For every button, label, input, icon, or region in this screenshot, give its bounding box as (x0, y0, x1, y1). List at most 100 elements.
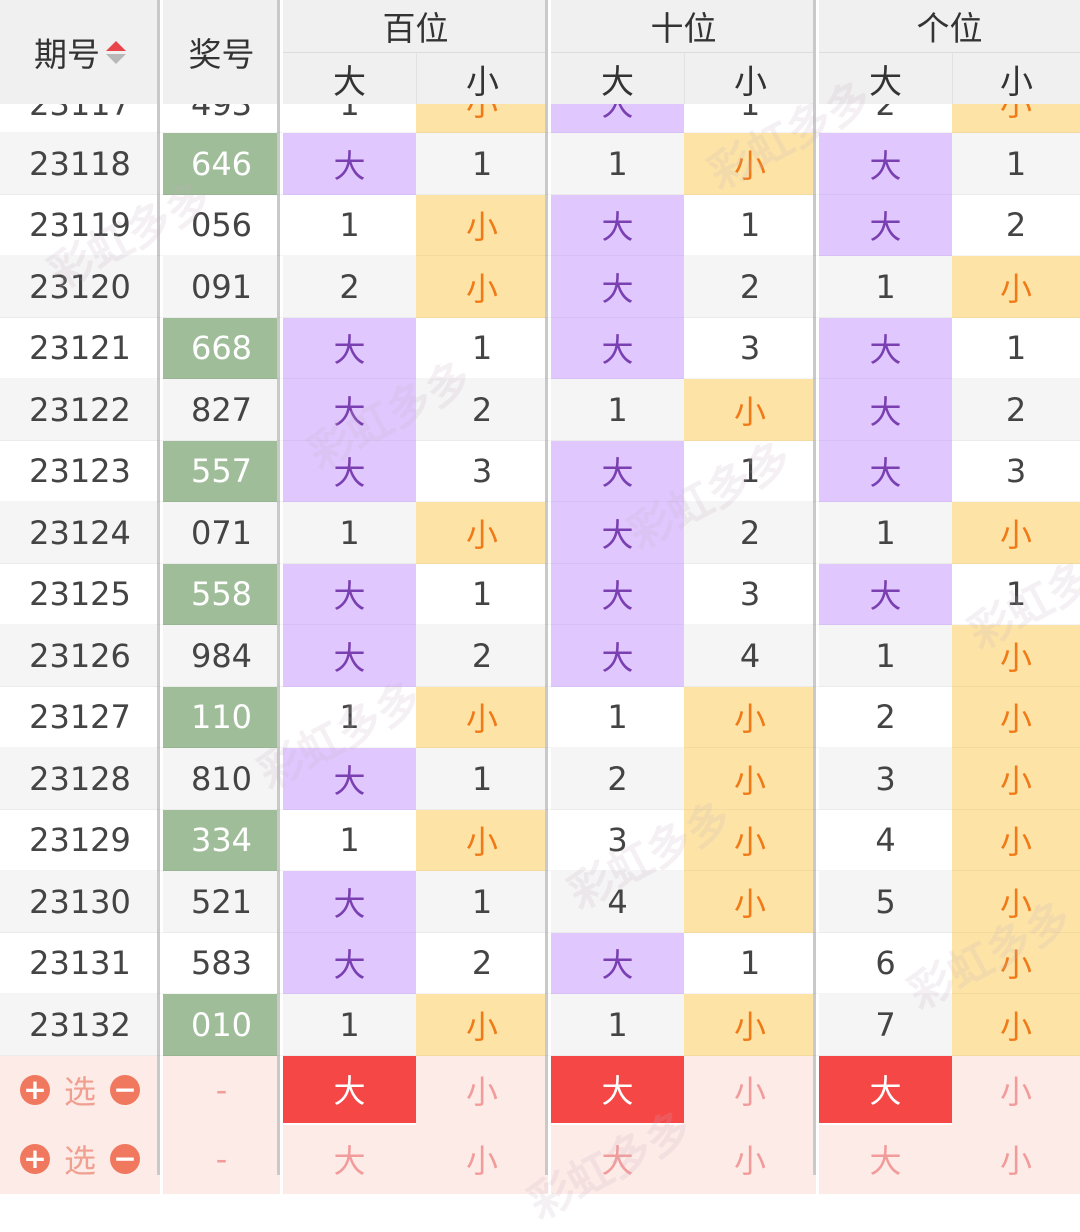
select-option[interactable]: 小 (416, 1124, 548, 1194)
select-label: 选 (63, 1073, 96, 1111)
trend-cell: 小 (952, 502, 1080, 564)
trend-cell: 小 (416, 686, 548, 748)
trend-cell: 4 (684, 625, 816, 687)
select-number: - (163, 1055, 280, 1125)
number-cell: 557 (163, 440, 280, 502)
trend-cell: 小 (684, 133, 816, 195)
trend-cell: 1 (416, 317, 548, 379)
trend-cell: 大 (551, 563, 684, 625)
trend-cell: 小 (416, 502, 548, 564)
trend-cell: 小 (416, 194, 548, 256)
subheader-small: 小 (684, 52, 816, 104)
trend-cell: 1 (339, 85, 360, 123)
trend-cell: 大 (551, 317, 684, 379)
row-divider (0, 439, 1080, 441)
trend-cell: 2 (875, 85, 896, 123)
number-cell: 827 (163, 379, 280, 441)
trend-cell: 大 (283, 379, 416, 441)
trend-cell: 2 (416, 379, 548, 441)
select-option[interactable]: 小 (416, 1055, 548, 1125)
column-group-header: 百位 (283, 0, 548, 52)
row-divider (0, 1054, 1080, 1056)
period-cell: 23123 (0, 440, 160, 502)
period-cell: 23128 (0, 748, 160, 810)
row-divider (0, 624, 1080, 625)
select-option[interactable]: 大 (283, 1124, 416, 1194)
row-divider (0, 316, 1080, 318)
sort-icon[interactable] (106, 40, 126, 64)
row-divider (0, 870, 1080, 871)
select-option[interactable]: 大 (551, 1124, 684, 1194)
column-divider (157, 0, 160, 1175)
trend-cell: 小 (684, 994, 816, 1056)
number-cell: 984 (163, 625, 280, 687)
trend-cell: 小 (952, 256, 1080, 318)
period-cell: 23127 (0, 686, 160, 748)
trend-cell: 大 (551, 440, 684, 502)
column-group-header: 十位 (551, 0, 816, 52)
select-option[interactable]: 小 (952, 1055, 1080, 1125)
add-button[interactable]: + (19, 1075, 50, 1105)
add-button[interactable]: + (19, 1144, 50, 1174)
trend-cell: 2 (819, 686, 952, 748)
number-cell: 010 (163, 994, 280, 1056)
trend-cell: 2 (283, 256, 416, 318)
trend-cell: 大 (283, 871, 416, 933)
select-option[interactable]: 小 (684, 1055, 816, 1125)
trend-cell: 1 (952, 563, 1080, 625)
trend-cell: 2 (416, 625, 548, 687)
number-cell: 668 (163, 317, 280, 379)
trend-cell: 小 (684, 748, 816, 810)
number-cell: 810 (163, 748, 280, 810)
trend-cell: 4 (551, 871, 684, 933)
trend-cell: 6 (819, 932, 952, 994)
select-option[interactable]: 大 (283, 1055, 416, 1123)
row-divider (0, 747, 1080, 748)
column-divider (813, 0, 816, 1175)
trend-cell: 小 (416, 88, 548, 133)
subheader-big: 大 (819, 52, 952, 104)
row-divider (0, 378, 1080, 379)
trend-cell: 大 (283, 563, 416, 625)
trend-cell: 小 (952, 809, 1080, 871)
trend-cell: 大 (551, 932, 684, 994)
remove-button[interactable]: − (110, 1075, 140, 1105)
select-option[interactable]: 小 (952, 1124, 1080, 1194)
trend-cell: 5 (819, 871, 952, 933)
trend-cell: 1 (416, 871, 548, 933)
select-option[interactable]: 小 (684, 1124, 816, 1194)
trend-cell: 2 (416, 932, 548, 994)
trend-cell: 2 (684, 256, 816, 318)
period-cell: 23126 (0, 625, 160, 687)
select-label: 选 (63, 1142, 96, 1180)
column-header-period[interactable]: 期号 (0, 0, 160, 104)
trend-cell: 1 (739, 85, 761, 123)
trend-cell: 2 (952, 379, 1080, 441)
select-option[interactable]: 大 (551, 1055, 684, 1123)
trend-cell: 1 (416, 748, 548, 810)
trend-cell: 大 (551, 625, 684, 687)
subheader-small: 小 (952, 52, 1080, 104)
trend-cell: 小 (952, 88, 1080, 133)
trend-cell: 小 (416, 994, 548, 1056)
trend-cell: 大 (283, 932, 416, 994)
trend-cell: 小 (416, 809, 548, 871)
trend-cell: 小 (416, 256, 548, 318)
subheader-big: 大 (551, 52, 684, 104)
trend-cell: 大 (819, 194, 952, 256)
select-option[interactable]: 大 (819, 1124, 952, 1194)
select-option[interactable]: 大 (819, 1055, 952, 1123)
number-cell: 091 (163, 256, 280, 318)
period-cell: 23125 (0, 563, 160, 625)
trend-cell: 4 (819, 809, 952, 871)
column-divider (545, 0, 548, 1175)
trend-cell: 1 (952, 317, 1080, 379)
remove-button[interactable]: − (110, 1144, 140, 1174)
row-divider (0, 132, 1080, 133)
trend-cell: 1 (551, 686, 684, 748)
trend-cell: 1 (283, 194, 416, 256)
row-divider (0, 808, 1080, 810)
trend-cell: 小 (952, 994, 1080, 1056)
number-cell: 110 (163, 686, 280, 748)
